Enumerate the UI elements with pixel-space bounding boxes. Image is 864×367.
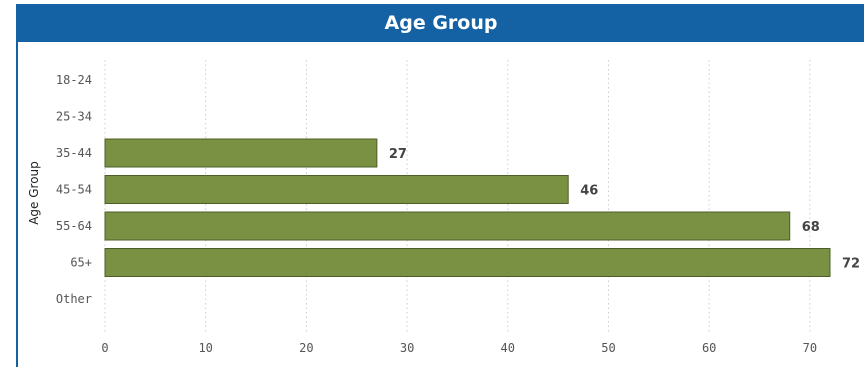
bar[interactable] xyxy=(104,211,791,241)
category-labels: 18-24 25-34 35-44 45-54 55-64 65+ Other xyxy=(56,73,92,306)
x-tick-label: 30 xyxy=(400,341,414,355)
bar[interactable] xyxy=(104,248,831,277)
category-label: 45-54 xyxy=(56,183,92,197)
category-label: 65+ xyxy=(70,256,92,270)
y-axis-label: Age Group xyxy=(27,161,41,225)
x-tick-label: 40 xyxy=(501,341,515,355)
category-label: 35-44 xyxy=(56,146,92,160)
category-label: 55-64 xyxy=(56,219,92,233)
category-label: Other xyxy=(56,292,92,306)
x-tick-label: 60 xyxy=(702,341,716,355)
x-tick-label: 0 xyxy=(101,341,108,355)
x-tick-label: 20 xyxy=(299,341,313,355)
data-label: 46 xyxy=(580,184,598,199)
x-tick-label: 50 xyxy=(601,341,615,355)
data-label: 68 xyxy=(802,220,820,235)
bar[interactable] xyxy=(104,138,378,168)
x-tick-labels: 0 10 20 30 40 50 60 70 xyxy=(101,341,817,355)
x-tick-label: 70 xyxy=(803,341,817,355)
bars: 27 46 68 72 xyxy=(104,138,860,277)
data-label: 72 xyxy=(842,257,860,272)
x-tick-label: 10 xyxy=(198,341,212,355)
bar[interactable] xyxy=(104,175,569,204)
chart-title: Age Group xyxy=(18,4,864,42)
category-label: 18-24 xyxy=(56,73,92,87)
data-label: 27 xyxy=(389,147,407,162)
category-label: 25-34 xyxy=(56,110,92,124)
